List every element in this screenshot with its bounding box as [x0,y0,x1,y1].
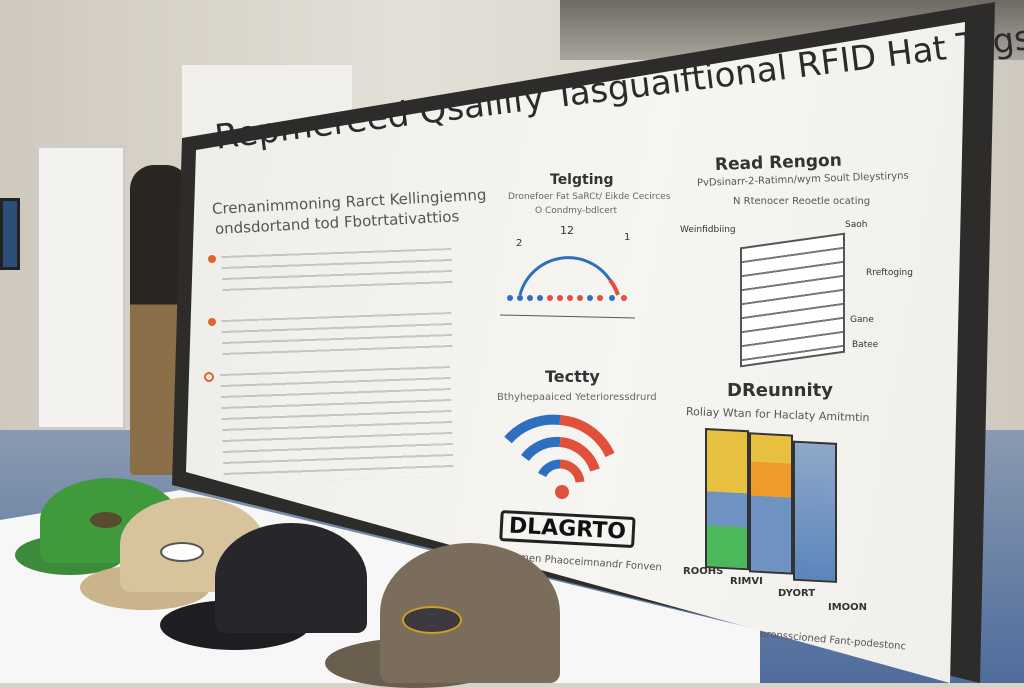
read-range-subtitle-2: N Rtenocer Reoetle ocating [733,196,871,207]
bullet-icon [208,318,216,326]
bullet-icon [208,255,216,263]
black-cap [215,523,367,633]
background-monitor [0,198,20,270]
column-label: ROOHS [683,566,724,577]
column-label: DYORT [778,588,816,599]
column [749,432,793,575]
column [793,440,837,583]
column [705,428,749,571]
tecty-subtitle: Bthyhepaaiced Yeterioressdrurd [497,392,657,403]
read-range-label: Gane [850,315,874,325]
gauge-dots [507,295,627,301]
shelf-diagram [740,232,845,368]
gauge-label: 1 [624,232,630,243]
tecty-title: Tectty [545,367,600,386]
cap-patch [160,542,204,562]
telemetry-title: Telgting [550,172,614,188]
cap-patch [90,512,122,528]
read-range-label: Saoh [845,220,868,230]
drenity-title: DReunnity [727,380,833,401]
wifi-icon [504,414,615,499]
bullet-icon [204,372,214,382]
paragraph-lines [220,366,454,484]
paragraph-lines [221,311,453,361]
gauge-label: 2 [516,238,522,249]
cap-patch [402,606,462,634]
background-banner [36,145,126,430]
telemetry-subtitle: Dronefoer Fat SaRCt/ Eikde Cecirces [508,192,671,202]
column-label: RIMVI [730,576,763,587]
column-label: IMOON [828,602,868,613]
paragraph-lines [221,247,453,297]
read-range-label: Weinfidbiing [680,225,736,235]
read-range-label: Rreftoging [866,268,913,278]
gauge-label: 12 [560,224,574,237]
telemetry-subtitle-2: O Condmy-bdlcert [535,206,617,216]
read-range-label: Batee [852,340,879,350]
gauge-diagram: 12 2 1 [500,224,636,319]
